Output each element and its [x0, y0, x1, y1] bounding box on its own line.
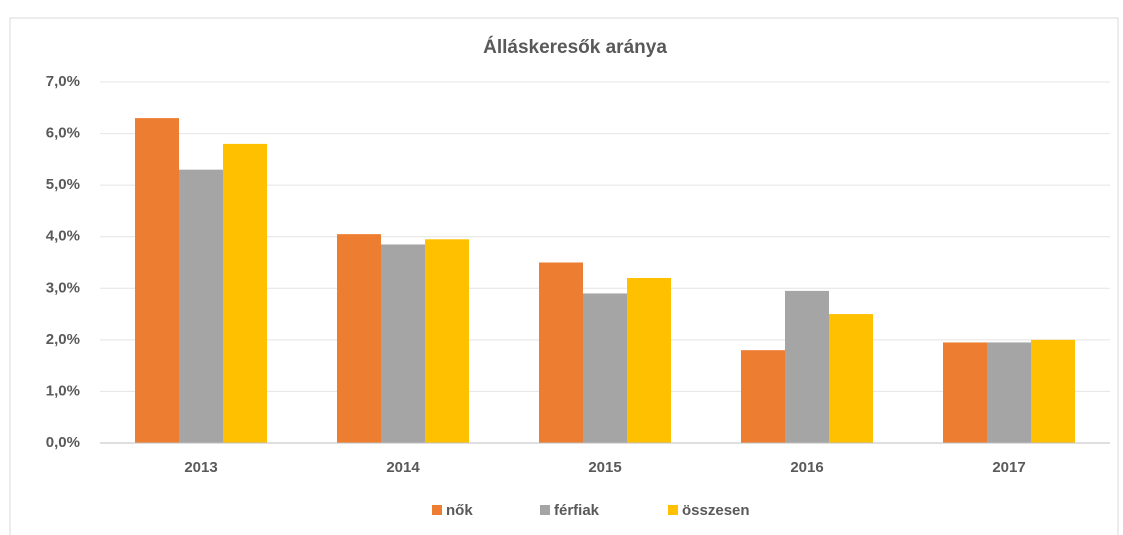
legend-label: nők — [446, 502, 473, 519]
y-tick-label: 3,0% — [46, 279, 80, 296]
bar — [741, 350, 785, 443]
x-tick-label: 2016 — [790, 459, 823, 476]
bar — [583, 293, 627, 443]
legend-label: férfiak — [554, 502, 600, 519]
bar — [785, 290, 829, 443]
bar — [337, 234, 381, 443]
y-tick-label: 4,0% — [46, 228, 80, 245]
x-tick-label: 2017 — [992, 459, 1025, 476]
legend-label: összesen — [682, 502, 750, 519]
bar — [987, 342, 1031, 443]
bar — [627, 277, 671, 443]
x-tick-label: 2014 — [386, 459, 420, 476]
bar — [179, 169, 223, 443]
y-tick-label: 0,0% — [46, 434, 80, 451]
chart-title: Álláskeresők aránya — [483, 36, 667, 58]
legend-swatch — [540, 505, 550, 515]
bar — [943, 342, 987, 443]
legend-swatch — [432, 505, 442, 515]
x-tick-label: 2015 — [588, 459, 621, 476]
bar — [829, 314, 873, 443]
x-tick-label: 2013 — [184, 459, 217, 476]
y-tick-label: 6,0% — [46, 125, 80, 142]
y-tick-label: 2,0% — [46, 331, 80, 348]
y-tick-label: 7,0% — [46, 73, 80, 90]
bar — [539, 262, 583, 443]
y-tick-label: 1,0% — [46, 382, 80, 399]
legend-swatch — [668, 505, 678, 515]
bar — [135, 118, 179, 443]
y-tick-label: 5,0% — [46, 176, 80, 193]
bar — [425, 239, 469, 443]
bar — [1031, 339, 1075, 443]
bar — [381, 244, 425, 443]
bar — [223, 143, 267, 443]
